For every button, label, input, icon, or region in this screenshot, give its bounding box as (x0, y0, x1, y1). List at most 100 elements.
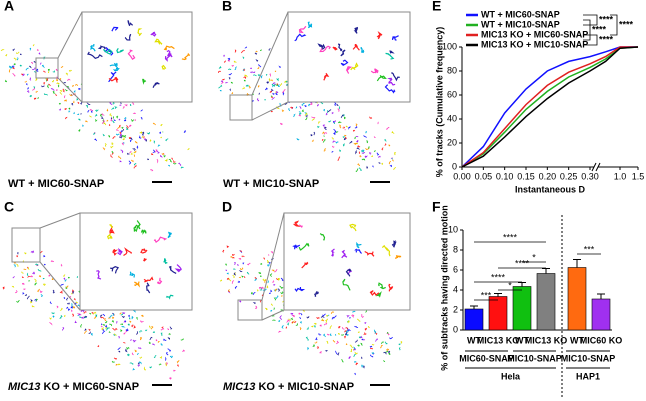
track-trace (391, 131, 395, 134)
track-trace (326, 340, 329, 344)
track-trace (336, 340, 340, 345)
track-trace (129, 271, 135, 278)
track-trace (227, 57, 231, 61)
sig-label: **** (592, 24, 607, 34)
track-trace (361, 356, 363, 359)
track-trace (93, 131, 96, 136)
track-trace (273, 297, 277, 301)
track-trace (318, 121, 321, 125)
track-trace (174, 264, 182, 273)
track-trace (260, 75, 263, 79)
track-trace (281, 109, 285, 113)
track-trace (49, 322, 53, 326)
track-trace (132, 102, 135, 105)
track-trace (89, 312, 92, 315)
error-bar (542, 268, 550, 274)
track-trace (268, 292, 271, 294)
track-trace (353, 26, 359, 34)
track-trace (326, 318, 329, 321)
bar (591, 298, 611, 331)
track-trace (285, 81, 289, 83)
track-trace (391, 157, 393, 160)
track-trace (160, 332, 163, 337)
track-trace (51, 311, 55, 315)
track-trace (345, 330, 349, 333)
track-trace (364, 251, 375, 257)
track-trace (63, 274, 66, 277)
y-tick-label: 60 (447, 89, 457, 99)
track-trace (228, 277, 232, 282)
track-trace (177, 364, 179, 367)
bar (488, 296, 508, 331)
track-trace (27, 267, 30, 270)
track-trace (228, 73, 232, 76)
track-trace (317, 125, 320, 129)
track-trace (377, 121, 379, 125)
track-trace (355, 140, 359, 143)
track-trace (180, 338, 185, 341)
track-trace (270, 110, 273, 113)
track-trace (355, 168, 359, 173)
track-trace (127, 20, 134, 27)
track-trace (125, 127, 129, 130)
track-trace (69, 93, 73, 97)
track-trace (105, 326, 107, 329)
track-trace (153, 354, 157, 359)
x-tick-label: WT (467, 335, 481, 345)
track-trace (160, 124, 163, 127)
track-trace (242, 56, 245, 59)
track-trace (160, 343, 163, 346)
track-trace (118, 104, 122, 106)
track-trace (82, 124, 84, 127)
track-trace (243, 276, 246, 278)
track-trace (110, 154, 113, 158)
track-trace (219, 90, 222, 92)
track-trace (16, 57, 19, 61)
track-trace (346, 315, 350, 318)
legend-label: MIC13 KO + MIC60-SNAP (481, 29, 588, 39)
track-trace (117, 363, 121, 366)
track-trace (106, 232, 113, 240)
track-trace (164, 158, 168, 162)
track-trace (117, 155, 122, 160)
track-trace (102, 48, 113, 55)
track-trace (79, 316, 82, 319)
track-trace (104, 317, 107, 322)
track-trace (353, 354, 356, 357)
track-trace (146, 132, 151, 135)
track-trace (256, 289, 259, 292)
track-trace (137, 347, 142, 350)
track-trace (350, 348, 353, 353)
track-trace (356, 344, 360, 348)
track-trace (270, 251, 274, 254)
zoom-line (57, 11, 83, 59)
track-trace (143, 366, 147, 371)
track-trace (226, 245, 230, 248)
track-trace (127, 346, 130, 349)
track-trace (133, 163, 137, 166)
track-trace (59, 314, 63, 319)
track-trace (316, 346, 320, 349)
track-trace (67, 78, 71, 81)
track-trace (35, 90, 39, 93)
track-trace (310, 325, 314, 328)
track-trace (343, 335, 346, 339)
track-trace (89, 43, 96, 52)
track-trace (26, 295, 30, 300)
track-trace (244, 46, 248, 49)
zoom-line (251, 101, 289, 121)
track-trace (365, 130, 367, 134)
track-trace (21, 73, 24, 76)
track-trace (350, 62, 359, 71)
track-trace (357, 163, 360, 166)
track-trace (71, 102, 74, 106)
panel-label: D (222, 199, 232, 215)
track-trace (301, 102, 305, 106)
track-trace (109, 113, 113, 117)
track-trace (363, 331, 367, 335)
track-trace (347, 320, 350, 324)
panel-caption: MIC13 KO + MIC60-SNAP (8, 381, 139, 393)
track-trace (116, 129, 119, 132)
track-trace (333, 132, 336, 135)
